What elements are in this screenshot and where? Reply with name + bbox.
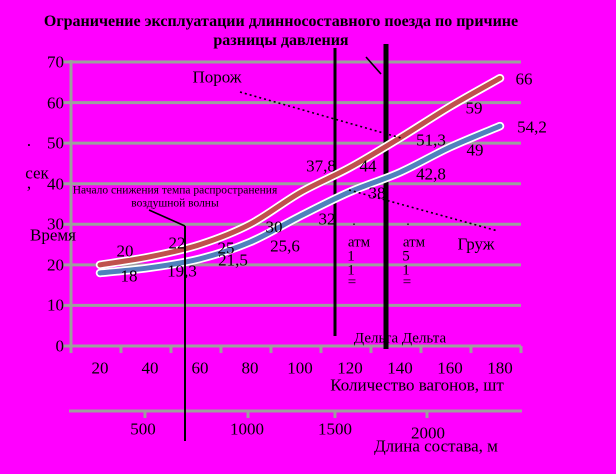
col1-d1: 1 — [347, 248, 355, 265]
y-tick-label-20: 20 — [47, 255, 64, 275]
data-label-porozh-0: 20 — [116, 241, 134, 261]
data-label-gruzh-6: 42,8 — [416, 164, 446, 184]
x-tick-label-80: 80 — [241, 358, 259, 378]
data-label-porozh-6: 51,3 — [416, 130, 446, 150]
data-label-porozh-3: 30 — [265, 217, 283, 237]
x-tick-label-20: 20 — [91, 358, 109, 378]
data-label-porozh-2: 25 — [217, 238, 235, 258]
data-label-porozh-1: 22 — [168, 233, 186, 253]
secondary-tick-label-2000: 2000 — [411, 423, 445, 443]
x-tick-label-180: 180 — [487, 358, 513, 378]
x-tick-label-60: 60 — [191, 358, 209, 378]
x-tick-label-40: 40 — [141, 358, 159, 378]
leader-solid-1 — [365, 56, 382, 75]
chart-title-line2: разницы давления — [213, 32, 349, 49]
data-label-gruzh-2: 21,5 — [218, 250, 248, 270]
col2-eq: = — [402, 274, 412, 291]
y-tick-label-70: 70 — [47, 52, 64, 72]
data-label-gruzh-3: 25,6 — [270, 236, 300, 256]
data-label-porozh-4: 37,8 — [306, 156, 336, 176]
data-label-gruzh-8: 54,2 — [517, 117, 547, 137]
x-tick-label-120: 120 — [337, 358, 363, 378]
col2-d2: 1 — [402, 262, 410, 279]
y-tick-label-50: 50 — [47, 133, 64, 153]
data-label-gruzh-7: 49 — [466, 140, 484, 160]
leader-dotted-1 — [348, 189, 499, 232]
y-tick-label-0: 0 — [55, 336, 65, 356]
series-line-porozh — [97, 75, 503, 268]
delta-delta: Дельта Дельта — [353, 330, 447, 347]
chart-title-line1: Ограничение эксплуатации длинносоставног… — [43, 13, 519, 30]
yaxis-vremya: Время — [30, 225, 76, 245]
note-line2: воздушной волны — [131, 197, 219, 210]
leader-dotted-0 — [239, 91, 402, 139]
xaxis-title: Количество вагонов, шт — [330, 375, 504, 395]
data-label-gruzh-4: 32 — [318, 209, 336, 229]
data-label-porozh-7: 59 — [465, 98, 483, 118]
col2-dot: . — [406, 214, 410, 229]
col1-atm: атм — [347, 234, 371, 251]
secondary-tick-label-1500: 1500 — [318, 419, 352, 439]
col1-eq: = — [347, 274, 357, 291]
leader-solid-0 — [148, 209, 186, 227]
secondary-tick-label-500: 500 — [130, 419, 156, 439]
note-line1: Начало снижения темпа распространения — [72, 184, 278, 197]
y-tick-label-40: 40 — [47, 174, 64, 194]
data-label-gruzh-1: 19,3 — [167, 261, 197, 281]
col2-atm: атм — [402, 234, 426, 251]
chart-title: Ограничение эксплуатации длинносоставног… — [16, 12, 546, 50]
data-label-porozh-5: 44 — [359, 156, 377, 176]
secondary-tick-label-1000: 1000 — [230, 419, 264, 439]
data-label-gruzh-5: 38 — [368, 183, 386, 203]
axis2-title: Длина состава, м — [374, 436, 498, 456]
data-label-gruzh-0: 18 — [120, 266, 138, 286]
x-tick-label-100: 100 — [287, 358, 313, 378]
yaxis-sek: сек — [25, 163, 49, 183]
gruzh-label: Груж — [457, 234, 495, 254]
series-line-gruzh — [97, 123, 503, 276]
y-tick-label-10: 10 — [47, 295, 64, 315]
x-tick-label-160: 160 — [437, 358, 463, 378]
col1-d2: 1 — [347, 262, 355, 279]
yaxis-comma: , — [26, 173, 32, 193]
yaxis-dot: · — [26, 135, 32, 155]
y-tick-label-30: 30 — [47, 214, 64, 234]
data-label-porozh-8: 66 — [515, 69, 533, 89]
y-tick-label-60: 60 — [47, 93, 64, 113]
col1-dot: . — [352, 214, 356, 229]
x-tick-label-140: 140 — [387, 358, 413, 378]
porozh-label: Порож — [192, 67, 242, 87]
col2-d1: 5 — [402, 248, 410, 265]
